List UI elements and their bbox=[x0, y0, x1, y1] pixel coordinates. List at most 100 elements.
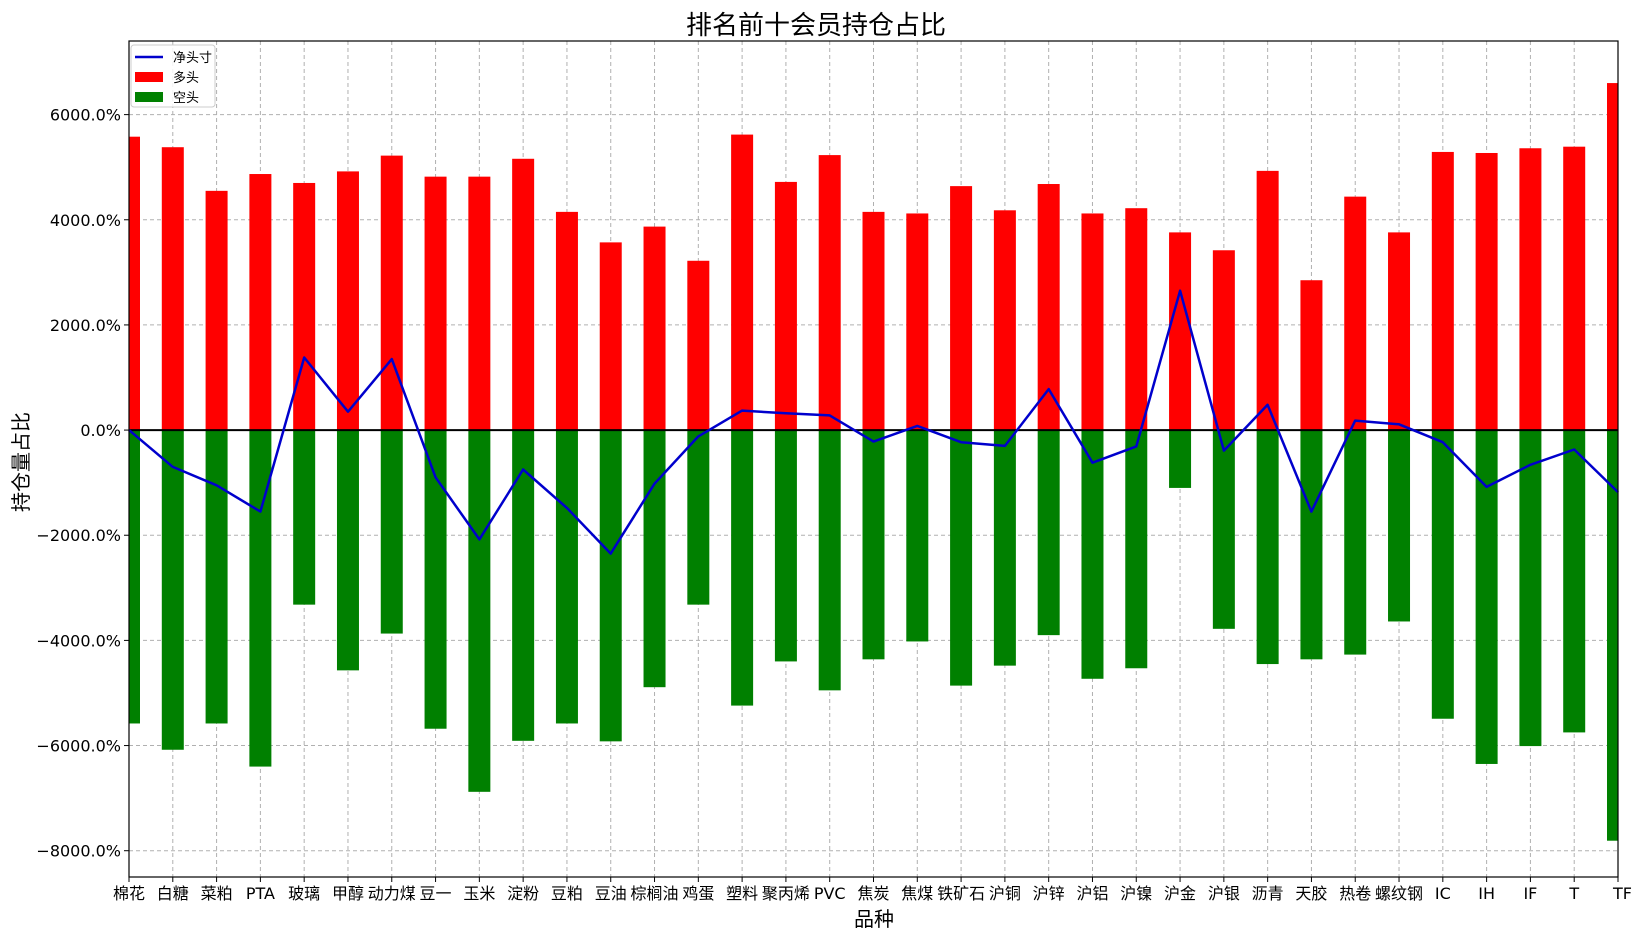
long-bar-菜粕 bbox=[205, 190, 228, 431]
long-bar-豆油 bbox=[599, 242, 622, 431]
short-bar-豆一 bbox=[424, 430, 447, 729]
long-bar-IF bbox=[1519, 148, 1542, 431]
short-bar-棉花 bbox=[129, 430, 140, 724]
long-bar-白糖 bbox=[161, 147, 184, 431]
plot-frame bbox=[128, 40, 1619, 878]
long-bar-TF bbox=[1607, 83, 1618, 431]
short-bar-菜粕 bbox=[205, 430, 228, 724]
long-bar-豆一 bbox=[424, 176, 447, 431]
legend-label: 空头 bbox=[173, 91, 199, 106]
long-bar-棕榈油 bbox=[643, 226, 666, 431]
long-bar-热卷 bbox=[1344, 196, 1367, 431]
long-bar-螺纹钢 bbox=[1388, 232, 1411, 431]
x-tick-label: 甲醇 bbox=[332, 884, 364, 903]
short-bar-沪银 bbox=[1212, 430, 1235, 629]
long-bar-天胶 bbox=[1300, 280, 1323, 431]
y-tick-label: −8000.0% bbox=[36, 842, 121, 861]
long-bar-聚丙烯 bbox=[774, 181, 797, 431]
long-bar-玻璃 bbox=[293, 182, 316, 431]
x-axis-label: 品种 bbox=[854, 907, 894, 931]
y-tick-label: 2000.0% bbox=[50, 316, 121, 335]
short-bar-PVC bbox=[818, 430, 841, 691]
y-tick-label: −2000.0% bbox=[36, 526, 121, 545]
x-tick-label: 天胶 bbox=[1295, 884, 1327, 903]
long-bar-IH bbox=[1475, 152, 1498, 431]
short-bar-沪锌 bbox=[1037, 430, 1060, 636]
short-bar-白糖 bbox=[161, 430, 184, 750]
long-bar-焦炭 bbox=[862, 211, 885, 431]
long-bar-PTA bbox=[249, 174, 272, 431]
short-bar-IH bbox=[1475, 430, 1498, 764]
short-bar-IF bbox=[1519, 430, 1542, 747]
x-tick-label: 铁矿石 bbox=[937, 884, 985, 903]
short-bar-豆油 bbox=[599, 430, 622, 742]
long-bar-鸡蛋 bbox=[687, 260, 710, 431]
long-bar-IC bbox=[1431, 151, 1454, 431]
x-tick-label: IF bbox=[1523, 884, 1537, 903]
short-bar-沪铝 bbox=[1081, 430, 1104, 679]
long-bar-动力煤 bbox=[380, 155, 403, 431]
x-tick-label: 沪金 bbox=[1164, 884, 1196, 903]
short-bar-螺纹钢 bbox=[1388, 430, 1411, 622]
legend-swatch-1 bbox=[135, 72, 163, 82]
x-tick-label: 沪银 bbox=[1208, 884, 1240, 903]
x-tick-label: 棉花 bbox=[113, 884, 145, 903]
x-tick-label: 玉米 bbox=[463, 884, 495, 903]
x-tick-label: IH bbox=[1478, 884, 1495, 903]
net-position-line bbox=[128, 289, 1619, 555]
x-tick-label: 焦炭 bbox=[857, 884, 889, 903]
short-bar-棕榈油 bbox=[643, 430, 666, 688]
x-tick-label: IC bbox=[1435, 884, 1451, 903]
y-tick-label: −4000.0% bbox=[36, 631, 121, 650]
x-tick-label: 白糖 bbox=[157, 884, 189, 903]
y-tick-label: 4000.0% bbox=[50, 211, 121, 230]
x-tick-label: 豆油 bbox=[595, 884, 627, 903]
short-bar-淀粉 bbox=[512, 430, 535, 741]
long-bar-铁矿石 bbox=[950, 186, 973, 431]
chart-title: 排名前十会员持仓占比 bbox=[686, 11, 946, 41]
short-bar-沥青 bbox=[1256, 430, 1279, 665]
axes-layer: −8000.0% −6000.0% −4000.0% −2000.0% 0.0% 2000… bbox=[36, 40, 1632, 903]
long-bar-沪镍 bbox=[1125, 208, 1148, 431]
long-bar-沪银 bbox=[1212, 250, 1235, 431]
short-bar-TF bbox=[1607, 430, 1618, 841]
long-bar-PVC bbox=[818, 155, 841, 431]
y-axis-label: 持仓量占比 bbox=[9, 412, 33, 512]
short-bar-天胶 bbox=[1300, 430, 1323, 660]
x-tick-label: 螺纹钢 bbox=[1375, 884, 1423, 903]
x-tick-label: 沪铝 bbox=[1076, 884, 1108, 903]
short-bar-沪镍 bbox=[1125, 430, 1148, 669]
short-bar-铁矿石 bbox=[950, 430, 973, 686]
x-tick-label: TF bbox=[1612, 884, 1632, 903]
long-bar-T bbox=[1563, 146, 1586, 431]
short-bar-焦炭 bbox=[862, 430, 885, 660]
short-bar-豆粕 bbox=[555, 430, 578, 724]
bars-layer bbox=[129, 83, 1618, 841]
x-tick-label: 菜粕 bbox=[201, 884, 233, 903]
short-bar-塑料 bbox=[731, 430, 754, 706]
long-bar-沥青 bbox=[1256, 170, 1279, 431]
long-bar-甲醇 bbox=[336, 171, 359, 431]
x-tick-label: 沪锌 bbox=[1033, 884, 1065, 903]
long-bar-淀粉 bbox=[512, 158, 535, 431]
x-tick-label: 聚丙烯 bbox=[762, 884, 810, 903]
short-bar-鸡蛋 bbox=[687, 430, 710, 605]
y-tick-label: 6000.0% bbox=[50, 106, 121, 125]
short-bar-IC bbox=[1431, 430, 1454, 719]
x-tick-label: 豆粕 bbox=[551, 884, 583, 903]
long-bar-沪铝 bbox=[1081, 213, 1104, 431]
short-bar-焦煤 bbox=[906, 430, 929, 642]
short-bar-T bbox=[1563, 430, 1586, 733]
long-bar-棉花 bbox=[129, 136, 140, 431]
line-layer bbox=[128, 289, 1619, 555]
short-bar-玻璃 bbox=[293, 430, 316, 605]
x-tick-label: 塑料 bbox=[726, 884, 758, 903]
x-tick-label: 淀粉 bbox=[507, 884, 539, 903]
x-tick-label: 豆一 bbox=[420, 884, 452, 903]
short-bar-PTA bbox=[249, 430, 272, 767]
short-bar-沪铜 bbox=[993, 430, 1016, 666]
long-bar-玉米 bbox=[468, 176, 491, 431]
short-bar-动力煤 bbox=[380, 430, 403, 634]
